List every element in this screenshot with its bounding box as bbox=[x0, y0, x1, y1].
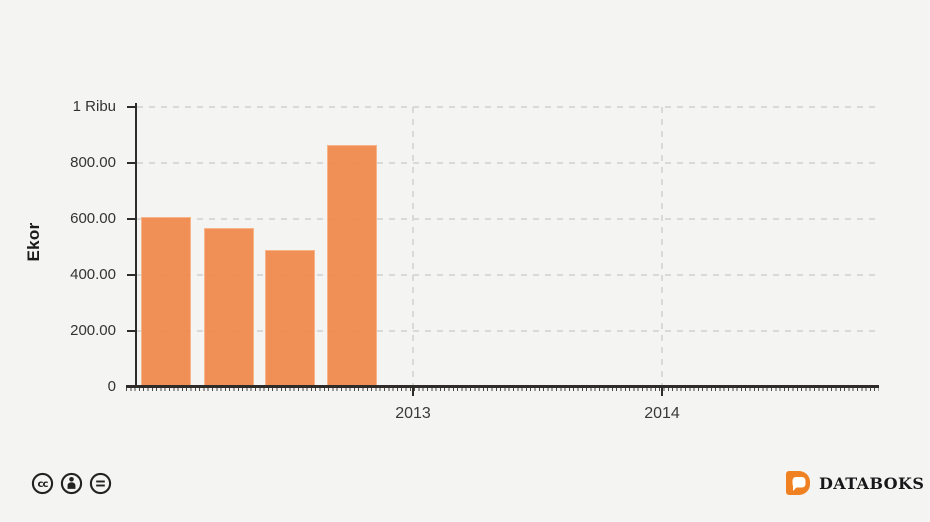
y-tick-label: 800.00 bbox=[70, 154, 116, 171]
cc-no-derivatives-icon[interactable] bbox=[89, 472, 112, 495]
y-axis-tick bbox=[127, 330, 136, 332]
databoks-logo-text: DATABOKS bbox=[819, 473, 925, 493]
databoks-logo[interactable]: DATABOKS bbox=[785, 470, 924, 496]
gridline-horizontal bbox=[137, 106, 878, 108]
y-tick-label: 200.00 bbox=[70, 322, 116, 339]
x-tick-label: 2013 bbox=[395, 405, 431, 422]
y-tick-label: 400.00 bbox=[70, 266, 116, 283]
bar[interactable] bbox=[265, 250, 315, 387]
x-axis-line bbox=[126, 385, 879, 388]
svg-text:cc: cc bbox=[38, 479, 49, 490]
x-tick-label: 2014 bbox=[644, 405, 680, 422]
y-axis-tick bbox=[127, 106, 136, 108]
license-badges: cc bbox=[31, 472, 112, 495]
cc-icon[interactable]: cc bbox=[31, 472, 54, 495]
gridline-horizontal bbox=[137, 274, 878, 276]
x-axis-tick bbox=[660, 388, 663, 396]
gridline-horizontal bbox=[137, 218, 878, 220]
gridline-vertical bbox=[412, 107, 415, 387]
y-tick-label: 0 bbox=[107, 378, 116, 395]
y-tick-label: 600.00 bbox=[70, 210, 116, 227]
y-axis-tick bbox=[127, 162, 136, 164]
bar[interactable] bbox=[204, 227, 254, 387]
cc-attribution-icon[interactable] bbox=[60, 472, 83, 495]
y-axis-tick bbox=[127, 386, 136, 388]
y-axis-tick bbox=[127, 218, 136, 220]
bar[interactable] bbox=[327, 144, 377, 387]
x-axis-tick bbox=[412, 388, 415, 396]
databoks-logo-icon bbox=[786, 471, 810, 495]
y-axis-tick bbox=[127, 274, 136, 276]
y-tick-label: 1 Ribu bbox=[72, 98, 116, 115]
plot-area bbox=[137, 106, 878, 387]
gridline-horizontal bbox=[137, 330, 878, 332]
gridline-vertical bbox=[660, 107, 663, 387]
x-axis-minor-ticks bbox=[126, 388, 879, 391]
y-axis-line bbox=[135, 103, 137, 385]
y-axis-title: Ekor bbox=[24, 222, 43, 262]
bar[interactable] bbox=[141, 217, 191, 387]
gridline-horizontal bbox=[137, 162, 878, 164]
